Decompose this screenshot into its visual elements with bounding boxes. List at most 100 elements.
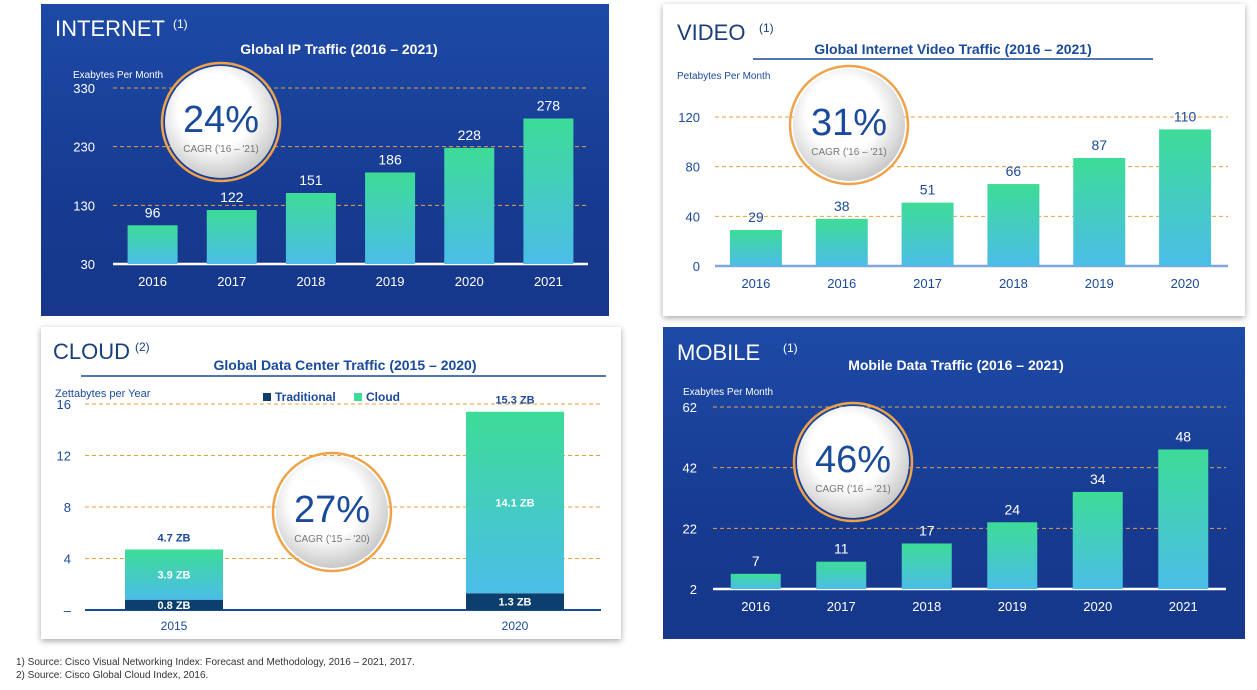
- section-heading: CLOUD: [53, 339, 130, 364]
- footnote-1: 1) Source: Cisco Visual Networking Index…: [16, 657, 415, 668]
- y-tick-label: 8: [64, 500, 71, 515]
- data-label: 228: [458, 127, 482, 143]
- video-chart: VIDEO (1) Global Internet Video Traffic (2…: [677, 20, 1228, 291]
- bar-cloud: [466, 411, 564, 594]
- x-tick-label: 2020: [1171, 276, 1200, 291]
- y-tick-label: 330: [73, 81, 95, 96]
- data-label: 38: [834, 198, 850, 214]
- x-tick-label: 2017: [827, 599, 856, 614]
- data-label: 186: [378, 151, 402, 167]
- cagr-label: CAGR ('15 – '20): [294, 534, 370, 545]
- y-tick-label: 22: [683, 521, 697, 536]
- y-tick-label: 230: [73, 140, 95, 155]
- x-tick-label: 2017: [913, 276, 942, 291]
- y-axis-label: Exabytes Per Month: [683, 387, 773, 398]
- bar: [1158, 449, 1209, 589]
- data-label: 24: [1004, 501, 1020, 517]
- section-heading: VIDEO: [677, 20, 745, 45]
- cloud-chart: CLOUD (2) Global Data Center Traffic (2015…: [53, 339, 606, 633]
- y-tick-label: 120: [678, 110, 700, 125]
- cagr-value: 46%: [815, 439, 891, 481]
- bar: [1159, 129, 1212, 266]
- cagr-ring: [788, 64, 910, 186]
- bar: [987, 184, 1040, 266]
- x-tick-label: 2016: [741, 276, 770, 291]
- y-tick-label: 16: [57, 397, 71, 412]
- section-heading: INTERNET: [55, 16, 165, 41]
- cloud-panel: CLOUD (2) Global Data Center Traffic (2015…: [41, 327, 621, 639]
- bar: [730, 573, 781, 589]
- x-tick-label: 2019: [376, 274, 405, 289]
- bar: [1073, 157, 1126, 266]
- legend-swatch-cloud: [354, 393, 362, 401]
- bar-traditional: [466, 593, 564, 610]
- y-axis-label: Exabytes Per Month: [73, 70, 163, 81]
- y-tick-label: 12: [57, 449, 71, 464]
- x-tick-label: 2019: [998, 599, 1027, 614]
- data-label: 110: [1174, 108, 1197, 124]
- data-label-total: 4.7 ZB: [157, 532, 190, 544]
- chart-title: Global IP Traffic (2016 – 2021): [240, 41, 437, 57]
- legend-label-cloud: Cloud: [366, 390, 400, 404]
- x-tick-label: 2019: [1085, 276, 1114, 291]
- data-label: 122: [220, 189, 244, 205]
- y-tick-label: 40: [686, 209, 700, 224]
- y-tick-label: 30: [81, 257, 95, 272]
- x-tick-label: 2021: [534, 274, 563, 289]
- bar: [1072, 491, 1123, 589]
- cagr-label: CAGR ('16 – '21): [811, 147, 887, 158]
- y-tick-label: 0: [693, 259, 700, 274]
- bar: [127, 225, 178, 264]
- mobile-chart: MOBILE (1) Mobile Data Traffic (2016 – 202…: [677, 340, 1226, 614]
- chart-title: Mobile Data Traffic (2016 – 2021): [848, 357, 1064, 373]
- x-tick-label: 2018: [296, 274, 325, 289]
- cagr-circle: [165, 66, 277, 178]
- y-axis-label: Zettabytes per Year: [55, 388, 151, 400]
- x-tick-label: 2020: [1083, 599, 1112, 614]
- bar: [729, 229, 782, 266]
- data-label: 29: [748, 209, 764, 225]
- bar: [901, 202, 954, 266]
- data-label-traditional: 1.3 ZB: [498, 597, 531, 609]
- data-label: 151: [299, 172, 323, 188]
- bar: [365, 172, 416, 264]
- data-label: 34: [1090, 471, 1106, 487]
- bar: [987, 522, 1038, 589]
- data-label: 278: [537, 98, 561, 114]
- bar: [444, 147, 495, 264]
- bar-cloud: [125, 549, 223, 600]
- cagr-circle: [276, 456, 388, 568]
- x-tick-label: 2020: [455, 274, 484, 289]
- y-tick-label: 130: [73, 198, 95, 213]
- data-label-cloud: 3.9 ZB: [157, 570, 190, 582]
- x-tick-label: 2017: [217, 274, 246, 289]
- video-panel: VIDEO (1) Global Internet Video Traffic (2…: [663, 4, 1245, 316]
- data-label-total: 15.3 ZB: [495, 395, 534, 407]
- legend-swatch-traditional: [263, 393, 271, 401]
- data-label: 48: [1175, 428, 1191, 444]
- chart-title: Global Data Center Traffic (2015 – 2020): [214, 357, 477, 373]
- data-label-traditional: 0.8 ZB: [157, 600, 190, 612]
- chart-title: Global Internet Video Traffic (2016 – 20…: [814, 41, 1092, 57]
- bar: [816, 561, 867, 589]
- x-tick-label: 2015: [161, 619, 188, 633]
- x-tick-label: 2018: [999, 276, 1028, 291]
- cagr-value: 24%: [183, 99, 259, 141]
- bar: [901, 543, 952, 589]
- data-label: 11: [834, 541, 849, 557]
- cagr-ring: [792, 401, 914, 523]
- x-tick-label: 2021: [1169, 599, 1198, 614]
- cagr-ring: [271, 451, 393, 573]
- data-label: 7: [752, 553, 760, 569]
- internet-panel: INTERNET (1) Global IP Traffic (2016 – 202…: [41, 4, 609, 316]
- x-tick-label: 2016: [741, 599, 770, 614]
- footnote-ref: (1): [783, 341, 798, 355]
- cagr-label: CAGR ('16 – '21): [183, 144, 259, 155]
- footnote-ref: (1): [173, 17, 188, 31]
- x-tick-label: 2016: [827, 276, 856, 291]
- y-tick-label: 2: [690, 582, 697, 597]
- data-label: 96: [145, 204, 161, 220]
- x-tick-label: 2020: [502, 619, 529, 633]
- y-tick-label: 4: [64, 552, 71, 567]
- bar: [285, 193, 336, 264]
